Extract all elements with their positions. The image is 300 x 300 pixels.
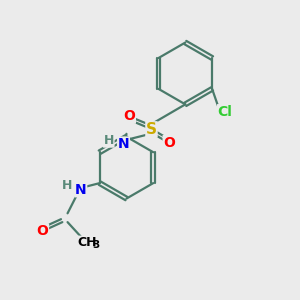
Text: O: O — [163, 136, 175, 150]
Text: N: N — [75, 183, 87, 197]
Text: H: H — [61, 179, 72, 192]
Text: H: H — [103, 134, 114, 147]
Text: 3: 3 — [92, 240, 100, 250]
Text: Cl: Cl — [218, 105, 232, 119]
Text: O: O — [124, 109, 135, 123]
Text: CH: CH — [77, 236, 96, 249]
Text: N: N — [118, 137, 129, 151]
Text: S: S — [146, 122, 157, 137]
Text: O: O — [37, 224, 49, 238]
